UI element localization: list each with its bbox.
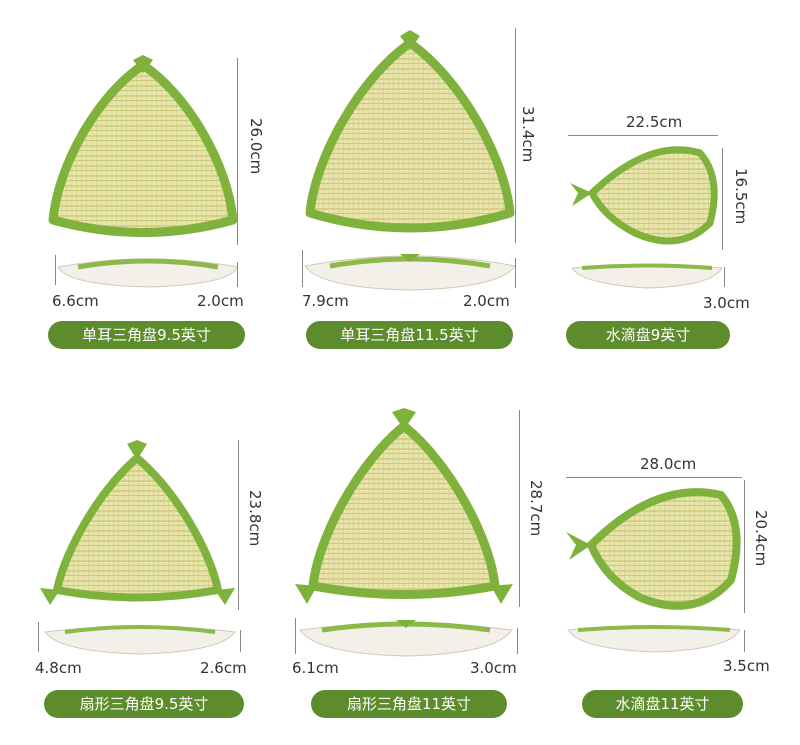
product-2-image-side	[304, 254, 516, 291]
product-3-width: 22.5cm	[626, 113, 683, 131]
product-4-length: 23.8cm	[246, 490, 264, 547]
product-4-image-top	[40, 440, 235, 605]
product-3-image-top	[570, 146, 718, 245]
product-6-label: 水滴盘11英寸	[582, 690, 743, 718]
product-1-image-side	[57, 258, 239, 288]
product-4-height: 2.6cm	[200, 659, 247, 677]
product-5-image-side	[299, 620, 513, 657]
product-5-label: 扇形三角盘11英寸	[311, 690, 507, 718]
product-3-length: 16.5cm	[732, 168, 750, 225]
product-3-label: 水滴盘9英寸	[566, 321, 730, 349]
product-6-height: 3.5cm	[723, 657, 770, 675]
product-3-image-side	[571, 263, 723, 289]
product-4-base: 4.8cm	[35, 659, 82, 677]
product-1-height: 2.0cm	[197, 292, 244, 310]
product-1-image-top	[48, 55, 238, 237]
product-6-image-side	[567, 625, 741, 653]
product-1-base: 6.6cm	[52, 292, 99, 310]
product-2-base: 7.9cm	[302, 292, 349, 310]
product-4-image-side	[44, 625, 236, 655]
product-5-base: 6.1cm	[292, 659, 339, 677]
product-2-label: 单耳三角盘11.5英寸	[306, 321, 513, 349]
product-1-length: 26.0cm	[247, 118, 265, 175]
product-6-image-top	[566, 488, 741, 610]
product-2-image-top	[305, 30, 515, 233]
product-3-height: 3.0cm	[703, 294, 750, 312]
product-4-label: 扇形三角盘9.5英寸	[44, 690, 244, 718]
product-5-height: 3.0cm	[470, 659, 517, 677]
product-1-label: 单耳三角盘9.5英寸	[48, 321, 245, 349]
product-6-width: 28.0cm	[640, 455, 697, 473]
product-5-image-top	[295, 408, 513, 604]
product-6-length: 20.4cm	[752, 510, 770, 567]
product-2-length: 31.4cm	[519, 106, 537, 163]
product-5-length: 28.7cm	[527, 480, 545, 537]
product-2-height: 2.0cm	[463, 292, 510, 310]
